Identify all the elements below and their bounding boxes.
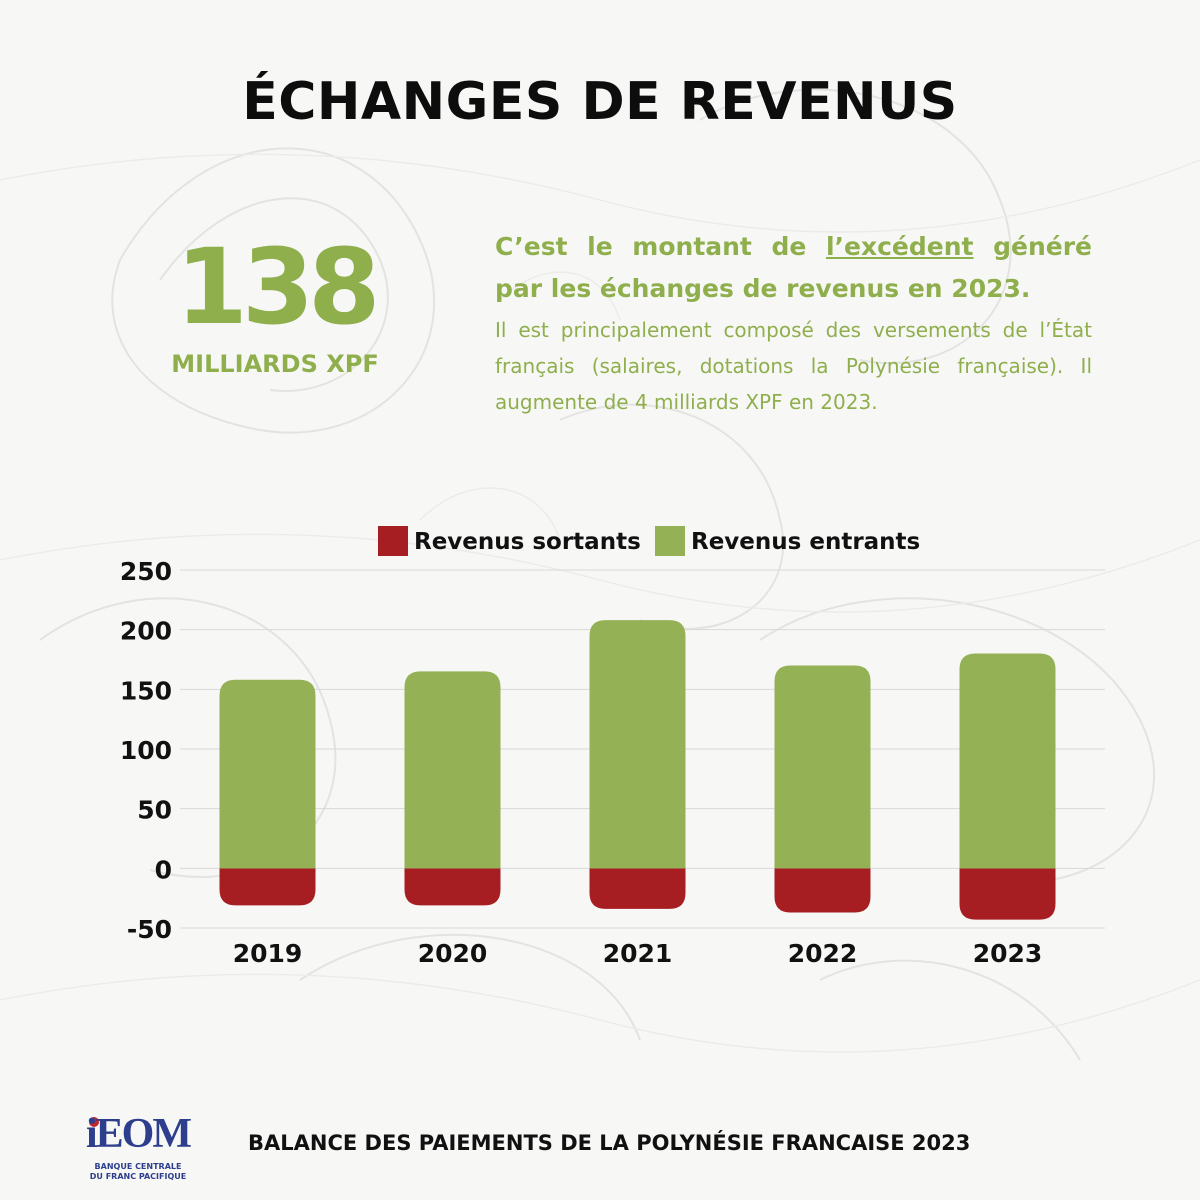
- page-title: ÉCHANGES DE REVENUS: [242, 72, 958, 132]
- highlight-unit: MILLIARDS XPF: [171, 350, 379, 378]
- ieom-logo-subtitle: BANQUE CENTRALE DU FRANC PACIFIQUE: [78, 1162, 198, 1182]
- ieom-logo: iEOM: [86, 1111, 192, 1157]
- y-tick-label: 250: [120, 557, 172, 586]
- bar-incoming-2022: [774, 665, 871, 869]
- bar-incoming-2023: [959, 653, 1056, 869]
- logo-subtitle-line-1: BANQUE CENTRALE: [94, 1162, 182, 1171]
- chart-bars: [219, 620, 1056, 920]
- chart-legend: Revenus sortants Revenus entrants: [378, 526, 920, 556]
- ieom-logo-mark: [89, 1117, 99, 1127]
- bar-outgoing-2023: [959, 868, 1056, 920]
- lead-text-end: généré par les échanges de revenus en 20…: [495, 232, 1092, 303]
- legend-swatch: [378, 526, 408, 556]
- logo-dot: [89, 1117, 99, 1127]
- chart-axis-labels: 250 200 150 100 50 0 -50 2019 2020 2021 2022 2023: [120, 557, 1042, 968]
- highlight-lead-text: C’est le montant de l’excédent généré pa…: [495, 226, 1092, 310]
- x-tick-label: 2022: [788, 939, 858, 968]
- bar-incoming-2019: [219, 679, 316, 869]
- y-tick-label: 50: [137, 796, 172, 825]
- logo-subtitle-line-2: DU FRANC PACIFIQUE: [89, 1172, 187, 1181]
- x-tick-label: 2021: [603, 939, 673, 968]
- y-tick-label: 0: [155, 855, 172, 884]
- highlight-detail-text: Il est principalement composé des versem…: [495, 318, 1092, 414]
- x-tick-label: 2020: [418, 939, 488, 968]
- legend-label: Revenus sortants: [414, 529, 641, 555]
- bar-incoming-2020: [404, 671, 501, 869]
- y-tick-label: 150: [120, 676, 172, 705]
- legend-swatch: [655, 526, 685, 556]
- bar-outgoing-2019: [219, 868, 316, 906]
- y-tick-label: 200: [120, 617, 172, 646]
- bar-incoming-2021: [589, 620, 686, 869]
- bar-outgoing-2022: [774, 868, 871, 913]
- y-tick-label: -50: [127, 915, 172, 944]
- x-tick-label: 2023: [973, 939, 1043, 968]
- bar-outgoing-2020: [404, 868, 501, 906]
- footer-caption: BALANCE DES PAIEMENTS DE LA POLYNÉSIE FR…: [248, 1131, 971, 1155]
- x-tick-label: 2019: [233, 939, 303, 968]
- bar-outgoing-2021: [589, 868, 686, 909]
- highlight-value: 138: [175, 226, 380, 348]
- lead-text-underlined: l’excédent: [825, 232, 974, 261]
- legend-label: Revenus entrants: [691, 529, 920, 555]
- y-tick-label: 100: [120, 736, 172, 765]
- income-exchange-chart: 250 200 150 100 50 0 -50 2019 2020 2021 2022 2023 R…: [120, 526, 1105, 968]
- lead-text-start: C’est le montant de: [495, 232, 826, 261]
